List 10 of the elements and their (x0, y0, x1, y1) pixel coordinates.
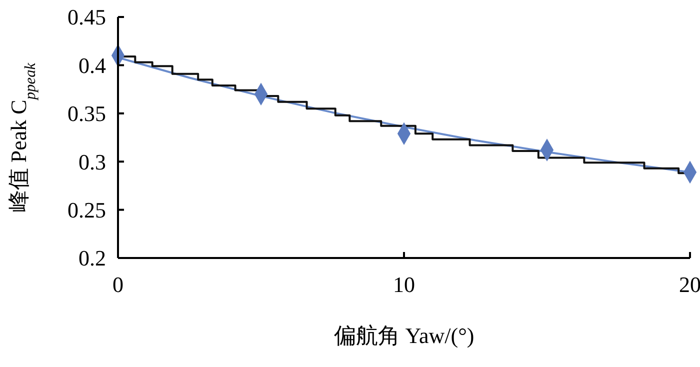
x-axis-title: 偏航角 Yaw/(°) (334, 323, 474, 348)
x-tick-label: 0 (112, 272, 124, 297)
y-tick-label: 0.2 (78, 246, 106, 271)
y-tick-label: 0.4 (78, 52, 106, 78)
y-tick-label: 0.25 (68, 198, 106, 222)
x-tick-label: 20 (679, 272, 700, 297)
y-tick-label: 0.45 (68, 4, 106, 30)
y-tick-label: 0.35 (68, 101, 106, 126)
y-tick-label: 0.3 (78, 149, 106, 174)
x-tick-label: 10 (393, 272, 415, 297)
